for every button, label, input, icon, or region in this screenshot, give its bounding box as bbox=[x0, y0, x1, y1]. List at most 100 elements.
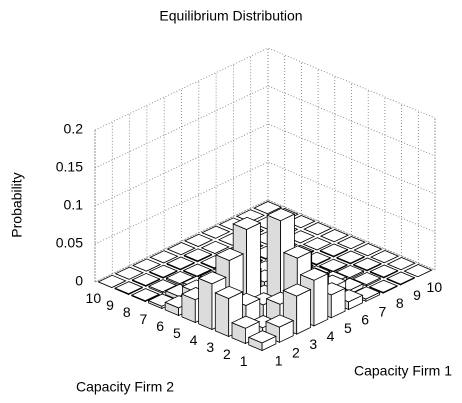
bar bbox=[253, 201, 283, 215]
bar bbox=[166, 242, 196, 256]
bar-top bbox=[131, 272, 161, 286]
bar bbox=[369, 264, 399, 279]
bar-top bbox=[148, 279, 178, 293]
bar-top bbox=[368, 279, 398, 293]
grid-line bbox=[94, 199, 436, 283]
bar bbox=[148, 264, 178, 279]
bar bbox=[131, 272, 161, 287]
chart-title: Equilibrium Distribution bbox=[159, 8, 302, 24]
bar-top bbox=[231, 315, 261, 329]
x-tick-label: 7 bbox=[379, 303, 387, 319]
bar-face bbox=[313, 273, 329, 327]
y-tick-label: 9 bbox=[106, 297, 114, 313]
bar-top bbox=[114, 281, 144, 295]
bar-top bbox=[353, 243, 383, 257]
bar-top bbox=[370, 250, 400, 264]
bar-top bbox=[183, 233, 214, 247]
bar-top bbox=[282, 245, 313, 259]
bar-top bbox=[130, 288, 160, 302]
y-tick-label: 6 bbox=[156, 318, 164, 334]
bar bbox=[353, 243, 383, 257]
bar bbox=[403, 264, 433, 278]
z-tick-label: 0.2 bbox=[64, 121, 84, 137]
bar-top bbox=[232, 216, 262, 230]
x-tick-label: 6 bbox=[361, 312, 369, 328]
bar-top bbox=[247, 330, 277, 344]
bar bbox=[386, 257, 416, 271]
grid-line bbox=[94, 123, 436, 207]
x-tick-label: 1 bbox=[275, 353, 283, 369]
bar-top bbox=[352, 257, 382, 271]
y-tick-label: 4 bbox=[190, 332, 198, 348]
x-tick-label: 3 bbox=[309, 336, 317, 352]
z-tick-label: 0 bbox=[75, 273, 83, 289]
bar-top bbox=[282, 283, 312, 297]
bar bbox=[336, 250, 366, 265]
bar bbox=[97, 274, 127, 288]
bar-top bbox=[166, 256, 196, 270]
y-tick-label: 10 bbox=[86, 290, 102, 306]
bar bbox=[352, 257, 382, 272]
bar-top bbox=[266, 208, 296, 222]
x-tick-label: 8 bbox=[396, 295, 404, 311]
bar-top bbox=[369, 264, 399, 278]
bar-top bbox=[403, 264, 433, 278]
bar-top bbox=[386, 257, 416, 271]
y-tick-label: 8 bbox=[123, 304, 131, 320]
y-tick-label: 7 bbox=[140, 311, 148, 327]
y-tick-label: 2 bbox=[223, 346, 231, 362]
bar-top bbox=[214, 285, 244, 299]
bar-top bbox=[253, 201, 283, 215]
bar-top bbox=[302, 237, 332, 251]
bar bbox=[368, 279, 398, 294]
z-tick-label: 0.05 bbox=[56, 235, 83, 251]
bar-top bbox=[197, 271, 227, 285]
bar bbox=[114, 281, 144, 296]
bar-top bbox=[148, 264, 178, 278]
bar bbox=[149, 250, 179, 264]
y-tick-label: 3 bbox=[206, 339, 214, 355]
bar bbox=[319, 229, 350, 243]
bar-top bbox=[299, 267, 329, 281]
z-axis-label: Probability bbox=[9, 172, 25, 237]
bar-top bbox=[182, 263, 212, 277]
bar bbox=[318, 258, 348, 273]
bar bbox=[182, 263, 212, 278]
x-tick-label: 10 bbox=[427, 279, 443, 295]
bar-top bbox=[319, 229, 350, 243]
z-tick-label: 0.1 bbox=[64, 197, 84, 213]
bar-top bbox=[132, 258, 162, 272]
y-tick-label: 5 bbox=[173, 325, 181, 341]
bar-top bbox=[166, 242, 196, 256]
bar bbox=[247, 330, 277, 352]
bar-top bbox=[214, 247, 245, 261]
grid-line bbox=[94, 161, 436, 245]
bar-top bbox=[318, 258, 348, 272]
x-axis-label: Capacity Firm 1 bbox=[354, 363, 452, 379]
bar-top bbox=[352, 271, 382, 286]
z-tick-label: 0.15 bbox=[56, 159, 83, 175]
bar bbox=[302, 237, 332, 251]
bar bbox=[166, 256, 196, 271]
bar bbox=[303, 222, 333, 236]
bar bbox=[386, 271, 416, 286]
bar-top bbox=[97, 274, 127, 288]
bar-top bbox=[336, 250, 366, 264]
bar bbox=[336, 236, 366, 250]
bar bbox=[132, 258, 162, 272]
bar bbox=[130, 288, 160, 303]
x-tick-label: 5 bbox=[344, 320, 352, 336]
bar bbox=[183, 248, 213, 263]
bar-top bbox=[303, 222, 333, 236]
bar-top bbox=[149, 250, 179, 264]
bar-top bbox=[201, 225, 231, 239]
bar-top bbox=[319, 243, 349, 257]
bar bbox=[114, 266, 144, 280]
bar-face bbox=[198, 277, 213, 331]
bar bbox=[183, 233, 214, 247]
bar bbox=[200, 240, 230, 254]
bar bbox=[201, 225, 231, 239]
bar-top bbox=[183, 248, 213, 262]
bar-face bbox=[214, 292, 230, 338]
x-tick-label: 4 bbox=[327, 328, 335, 344]
